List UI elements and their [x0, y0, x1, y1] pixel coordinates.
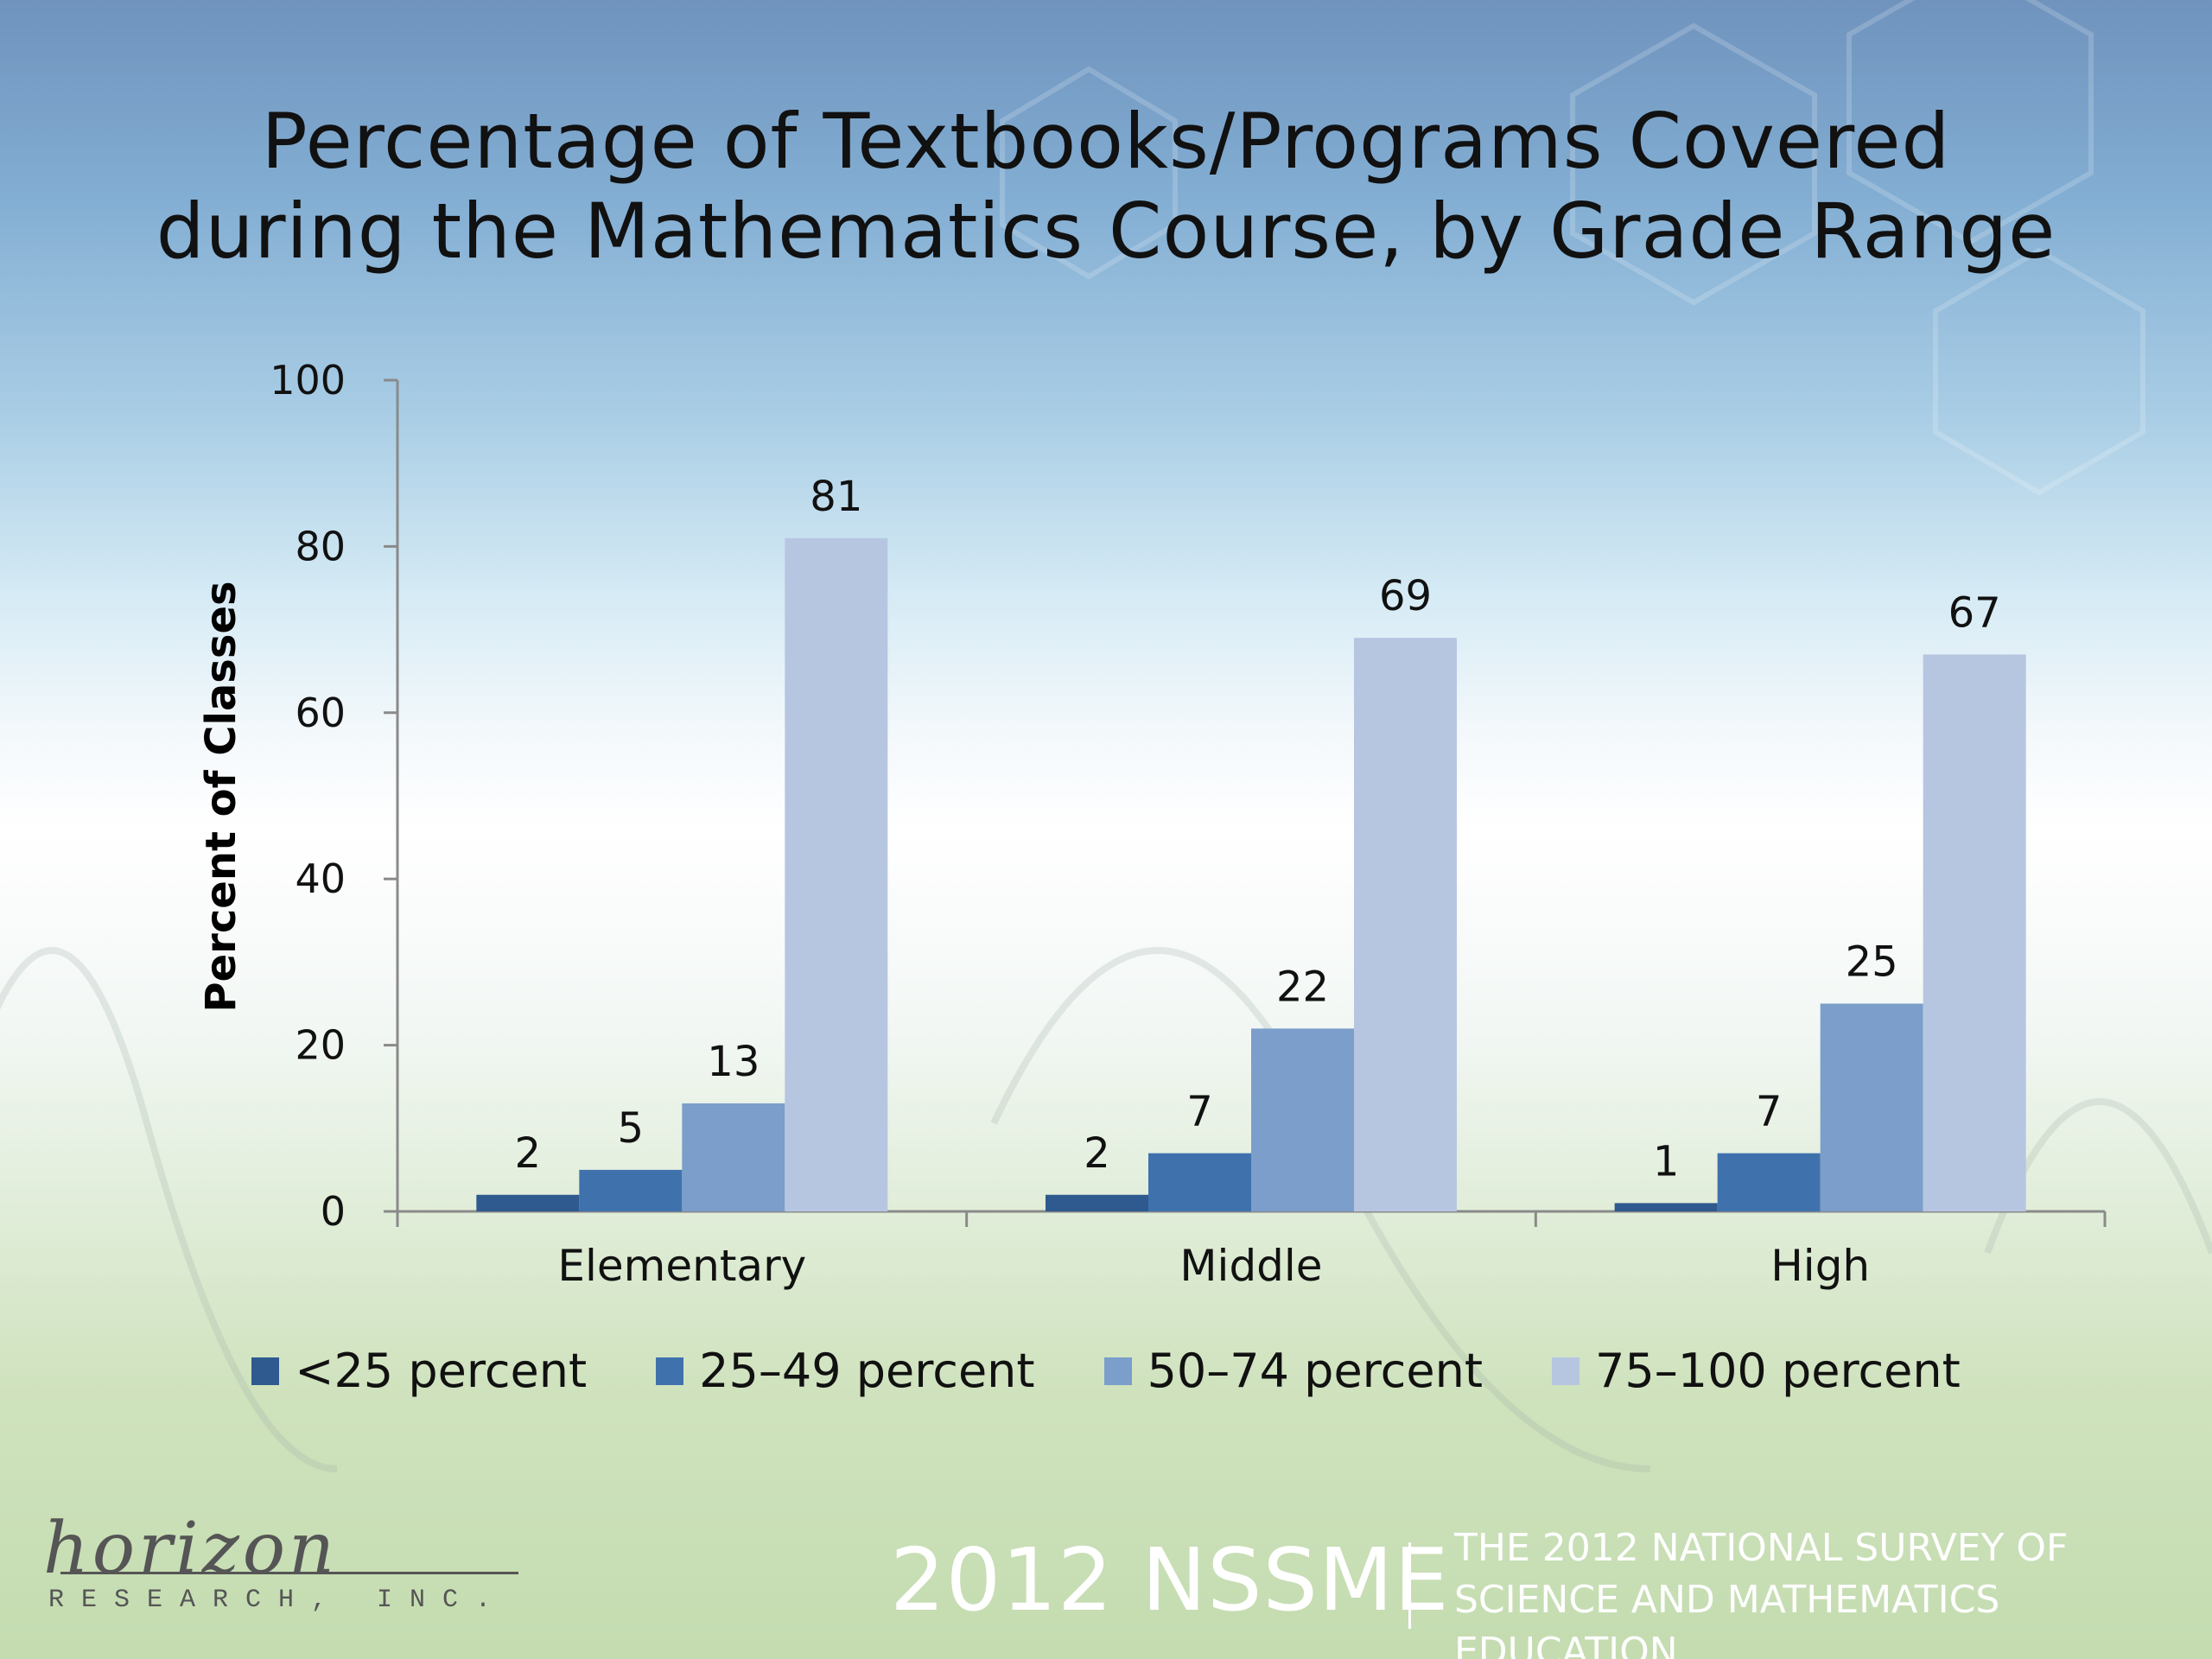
- x-category-label: Elementary: [557, 1241, 806, 1291]
- legend-item: <25 percent: [251, 1344, 587, 1398]
- data-label: 13: [707, 1038, 760, 1086]
- bar: [1923, 654, 2026, 1211]
- y-tick-label: 60: [295, 690, 346, 736]
- y-axis-label: Percent of Classes: [197, 581, 245, 1012]
- logo-subtitle: RESEARCH, INC.: [48, 1586, 509, 1615]
- bar: [1820, 1003, 1923, 1211]
- x-category-label: Middle: [1179, 1241, 1322, 1291]
- legend-swatch: [1103, 1357, 1132, 1385]
- data-label: 25: [1846, 938, 1898, 987]
- y-tick-label: 80: [295, 523, 346, 569]
- bar: [1614, 1203, 1718, 1211]
- y-tick-label: 100: [270, 357, 346, 404]
- legend-swatch: [656, 1357, 684, 1385]
- data-label: 67: [1948, 588, 2001, 637]
- bar: [1148, 1153, 1251, 1211]
- bar: [682, 1103, 785, 1211]
- legend: <25 percent 25–49 percent 50–74 percent 75–…: [0, 1344, 2212, 1398]
- data-label: 7: [1756, 1088, 1783, 1136]
- data-label: 2: [515, 1129, 542, 1178]
- legend-item: 25–49 percent: [656, 1344, 1035, 1398]
- legend-swatch: [1552, 1357, 1580, 1385]
- bar: [785, 537, 888, 1211]
- bar: [1046, 1194, 1148, 1211]
- survey-name: THE 2012 NATIONAL SURVEY OF SCIENCE AND …: [1454, 1522, 2212, 1659]
- bar: [579, 1169, 683, 1211]
- data-label: 7: [1186, 1088, 1213, 1136]
- data-label: 69: [1379, 572, 1432, 620]
- logo-underline: [60, 1572, 518, 1574]
- horizon-research-logo: horizon RESEARCH, INC.: [43, 1508, 527, 1637]
- data-label: 81: [810, 473, 862, 521]
- survey-name-line-2: SCIENCE AND MATHEMATICS EDUCATION: [1454, 1578, 2000, 1659]
- logo-script-text: horizon: [43, 1508, 338, 1590]
- chart-title-line-2: during the Mathematics Course, by Grade …: [156, 187, 2056, 276]
- footer-divider: [1408, 1542, 1411, 1629]
- survey-name-line-1: THE 2012 NATIONAL SURVEY OF: [1454, 1526, 2069, 1570]
- y-tick-label: 20: [295, 1022, 346, 1069]
- bar: [1717, 1153, 1821, 1211]
- data-label: 2: [1084, 1129, 1110, 1178]
- legend-swatch: [251, 1357, 280, 1385]
- legend-item: 50–74 percent: [1103, 1344, 1483, 1398]
- legend-label: 25–49 percent: [699, 1344, 1035, 1398]
- bar: [476, 1194, 580, 1211]
- chart-marks: 020406080100251381Elementary272269Middle…: [270, 357, 2107, 1291]
- legend-label: 50–74 percent: [1147, 1344, 1483, 1398]
- data-label: 1: [1653, 1137, 1680, 1185]
- x-category-label: High: [1770, 1241, 1870, 1291]
- chart-title: Percentage of Textbooks/Programs Covered…: [0, 97, 2212, 276]
- bar: [1251, 1028, 1354, 1211]
- chart-title-line-1: Percentage of Textbooks/Programs Covered: [261, 97, 1951, 186]
- y-tick-label: 0: [321, 1188, 346, 1235]
- bar: [1354, 638, 1457, 1211]
- nssme-title: 2012 NSSME: [890, 1529, 1450, 1630]
- legend-label: <25 percent: [295, 1344, 588, 1398]
- data-label: 5: [618, 1104, 645, 1153]
- data-label: 22: [1276, 963, 1329, 1011]
- legend-label: 75–100 percent: [1595, 1344, 1961, 1398]
- y-tick-label: 40: [295, 855, 346, 902]
- legend-item: 75–100 percent: [1552, 1344, 1961, 1398]
